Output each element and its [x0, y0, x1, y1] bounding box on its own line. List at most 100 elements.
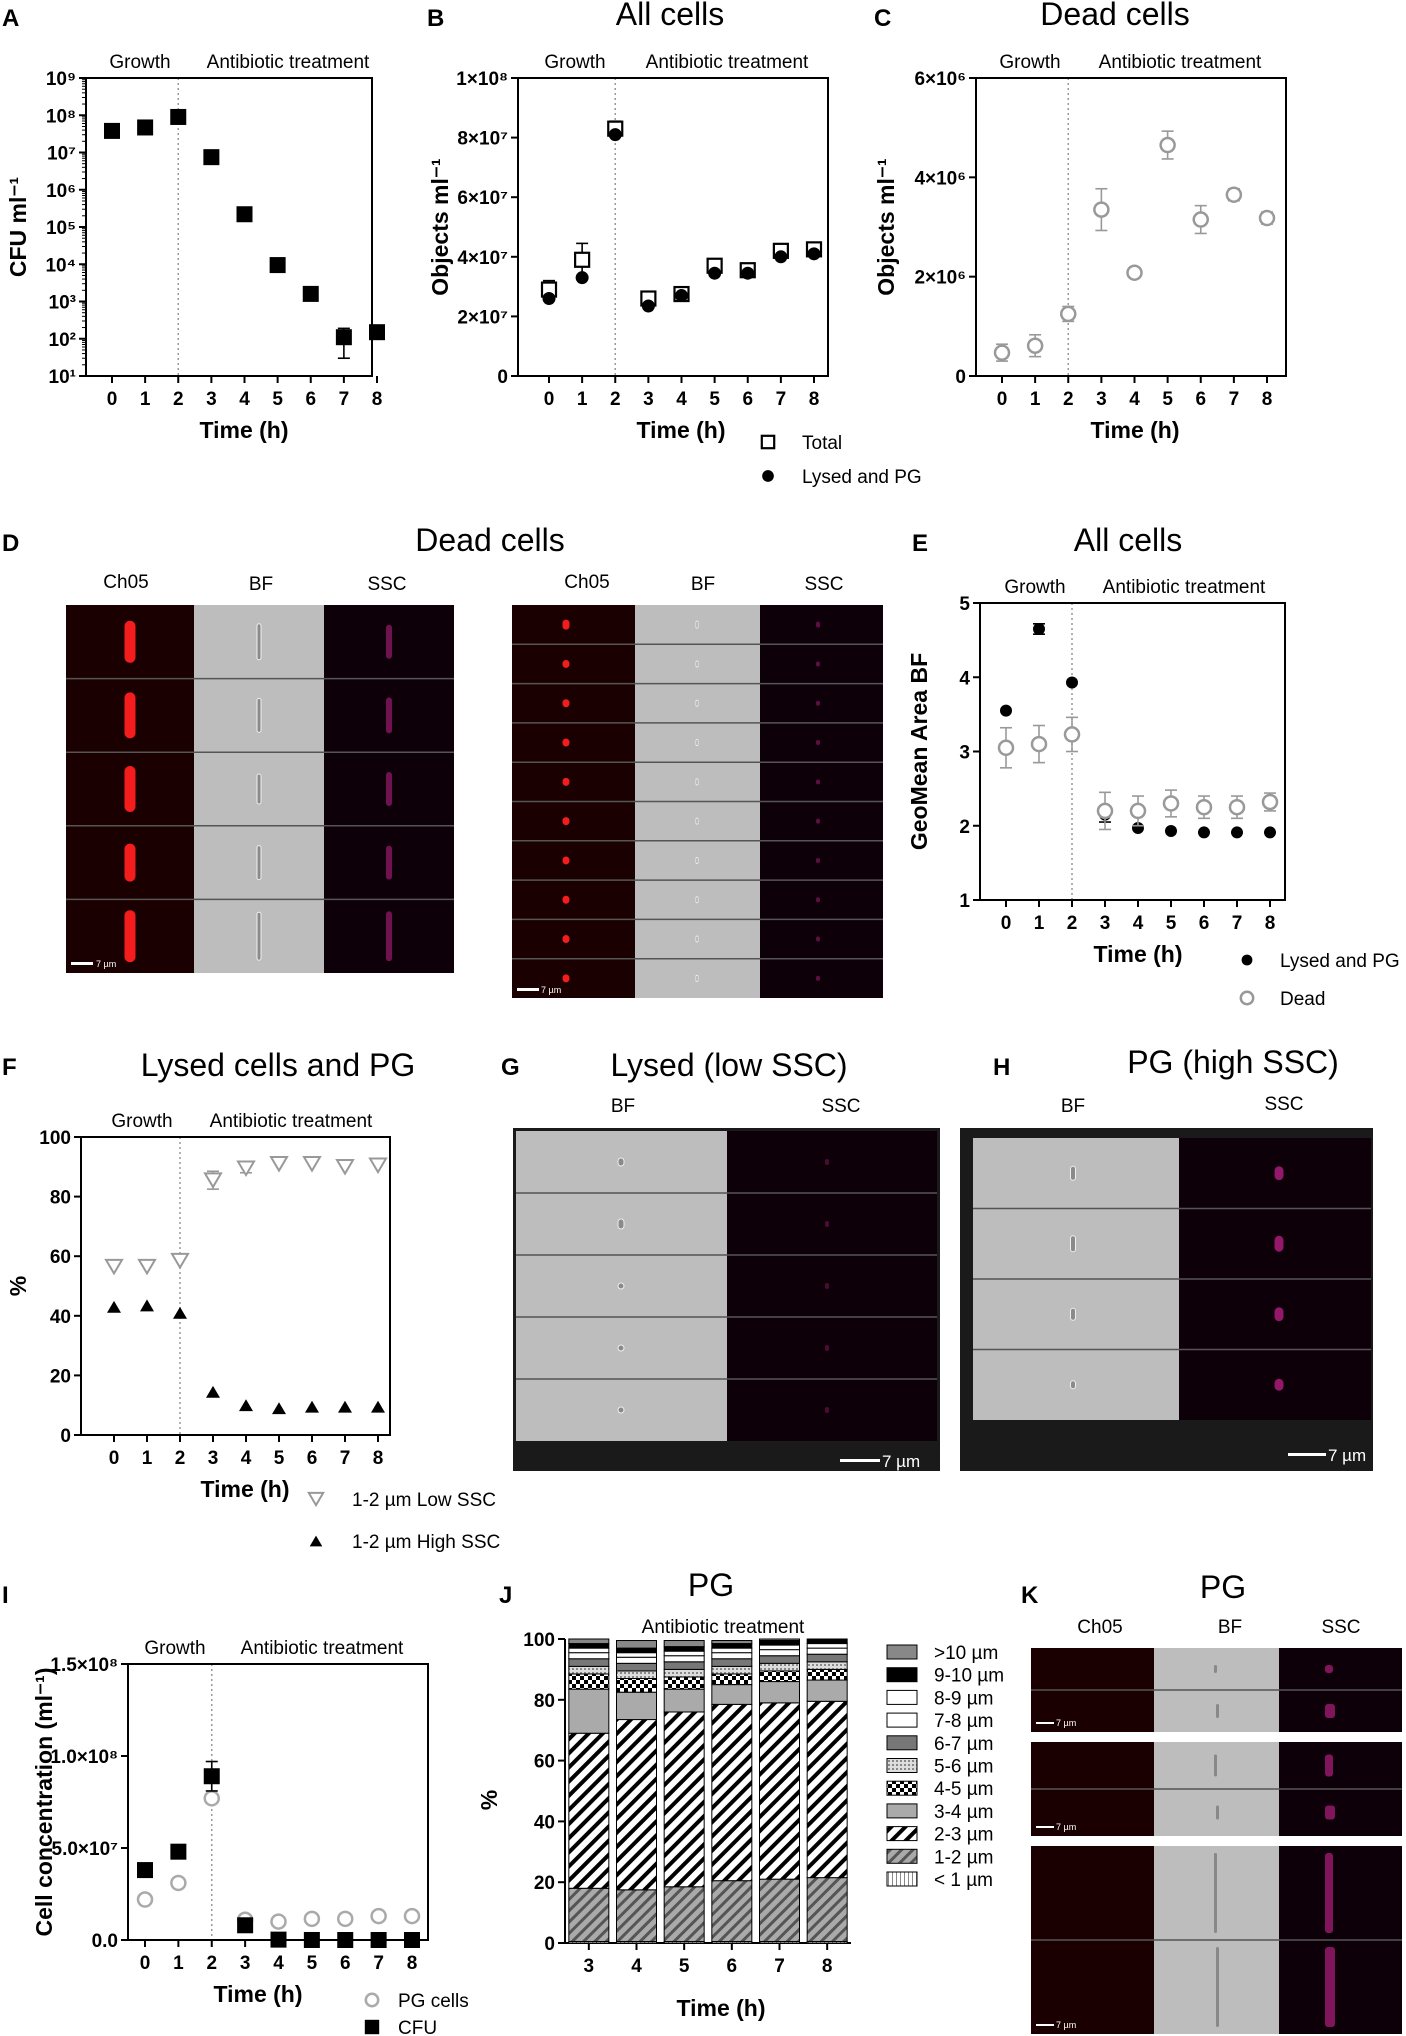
x-tick-label: 1 [142, 1448, 153, 1469]
x-tick-label: 3 [240, 1953, 251, 1974]
channel-label-ch05: Ch05 [564, 572, 609, 593]
x-tick-label: 7 [774, 1956, 785, 1977]
ssc-signal [825, 1283, 829, 1289]
data-point [1162, 795, 1180, 812]
y-tick-label: 1 [959, 891, 970, 912]
legend-swatch [886, 1826, 918, 1842]
x-tick-label: 6 [1199, 913, 1210, 934]
brightfield-cell [256, 845, 262, 881]
x-tick-label: 4 [241, 1448, 252, 1469]
y-tick-label: 3 [959, 743, 970, 764]
brightfield-cell [1214, 1665, 1217, 1673]
data-point [269, 257, 286, 274]
brightfield-cell [1216, 1805, 1219, 1820]
x-tick-label: 5 [1162, 389, 1173, 410]
panel-h-title: PG (high SSC) [1127, 1044, 1339, 1080]
panel-j-title: PG [688, 1567, 734, 1603]
bar-segment [663, 1640, 705, 1648]
bar-segment [711, 1647, 753, 1654]
data-point [137, 1862, 153, 1879]
data-point [1033, 622, 1045, 635]
fluorescent-cell [562, 817, 570, 826]
x-tick-label: 8 [373, 1448, 384, 1469]
x-tick-label: 7 [1232, 913, 1243, 934]
data-point [270, 1913, 287, 1930]
scale-bar-label: 7 µm [882, 1452, 920, 1471]
ssc-signal [816, 975, 820, 981]
ssc-signal [816, 779, 820, 785]
brightfield-cell [695, 935, 699, 943]
brightfield-cell [695, 817, 699, 825]
ssc-signal [1274, 1166, 1284, 1181]
x-tick-label: 5 [709, 389, 720, 410]
ssc-signal [1325, 1754, 1333, 1777]
legend-label: >10 µm [934, 1643, 998, 1664]
brightfield-cell [1216, 1704, 1219, 1718]
phase-label-antibiotic: Antibiotic treatment [642, 1617, 805, 1638]
data-point [104, 122, 120, 139]
x-tick-label: 2 [1063, 389, 1074, 410]
x-tick-label: 6 [307, 1448, 318, 1469]
bar-segment [616, 1662, 657, 1672]
legend-label: Lysed and PG [1280, 951, 1400, 972]
channel-label-ssc: SSC [804, 574, 843, 595]
legend-label: 1-2 µm Low SSC [352, 1490, 496, 1511]
x-tick-label: 2 [175, 1448, 186, 1469]
data-point [641, 299, 655, 313]
bar-segment [759, 1644, 800, 1651]
panel-d-title: Dead cells [415, 522, 564, 558]
scale-bar [1036, 1722, 1054, 1724]
phase-label-growth: Growth [144, 1638, 205, 1659]
panel-letter-g: G [501, 1054, 520, 1081]
legend-label: < 1 µm [934, 1870, 993, 1891]
bar-segment [616, 1889, 657, 1942]
data-point [1198, 826, 1210, 839]
y-axis-label: Objects ml⁻¹ [873, 158, 899, 295]
scale-bar-label: 7 µm [96, 959, 116, 969]
bar-segment [759, 1878, 800, 1942]
data-point [1195, 798, 1213, 816]
panel-letter-k: K [1021, 1582, 1039, 1609]
x-axis-label: Time (h) [1090, 417, 1179, 443]
x-tick-label: 6 [727, 1956, 738, 1977]
y-tick-label: 0 [60, 1426, 71, 1447]
panel-letter-e: E [912, 530, 928, 557]
bar-segment [568, 1673, 610, 1690]
bar-segment [759, 1655, 800, 1664]
y-tick-label: 60 [534, 1752, 555, 1773]
y-tick-label: 40 [534, 1812, 555, 1833]
fluorescent-cell [562, 699, 570, 708]
data-point [1060, 305, 1077, 323]
y-tick-label: 1×10⁸ [456, 69, 508, 90]
brightfield-cell [695, 699, 699, 707]
bar-segment [806, 1877, 848, 1942]
data-point [574, 251, 591, 268]
legend-swatch [886, 1735, 918, 1751]
y-tick-label: 60 [50, 1247, 71, 1268]
data-point [1063, 726, 1081, 743]
fluorescent-cell [124, 766, 136, 812]
legend-label: Total [802, 433, 842, 454]
brightfield-cell [256, 623, 262, 661]
data-point [140, 1299, 154, 1312]
y-tick-label: 40 [50, 1307, 71, 1328]
data-point [542, 292, 556, 306]
scale-bar-label: 7 µm [1056, 1718, 1076, 1728]
brightfield-cell [617, 1406, 625, 1414]
x-tick-label: 8 [407, 1953, 418, 1974]
y-tick-label: 2 [959, 817, 970, 838]
chart-j-pg-stacked: Antibiotic treatment 0 20 40 60 80 100 3 4 5 6 7 8 Ti… [476, 1617, 1004, 2021]
bar-segment [806, 1643, 848, 1649]
plot-frame [127, 1663, 429, 1941]
ssc-signal [386, 624, 392, 659]
x-tick-label: 1 [173, 1953, 184, 1974]
ssc-signal [816, 857, 820, 863]
data-point [1030, 735, 1048, 753]
ssc-signal [386, 911, 392, 962]
bar-segment [663, 1655, 705, 1663]
data-point [993, 344, 1011, 361]
bar-segment [711, 1673, 753, 1686]
scale-bar [840, 1459, 880, 1462]
phase-label-antibiotic: Antibiotic treatment [210, 1111, 373, 1132]
y-axis-label: CFU ml⁻¹ [5, 177, 31, 277]
